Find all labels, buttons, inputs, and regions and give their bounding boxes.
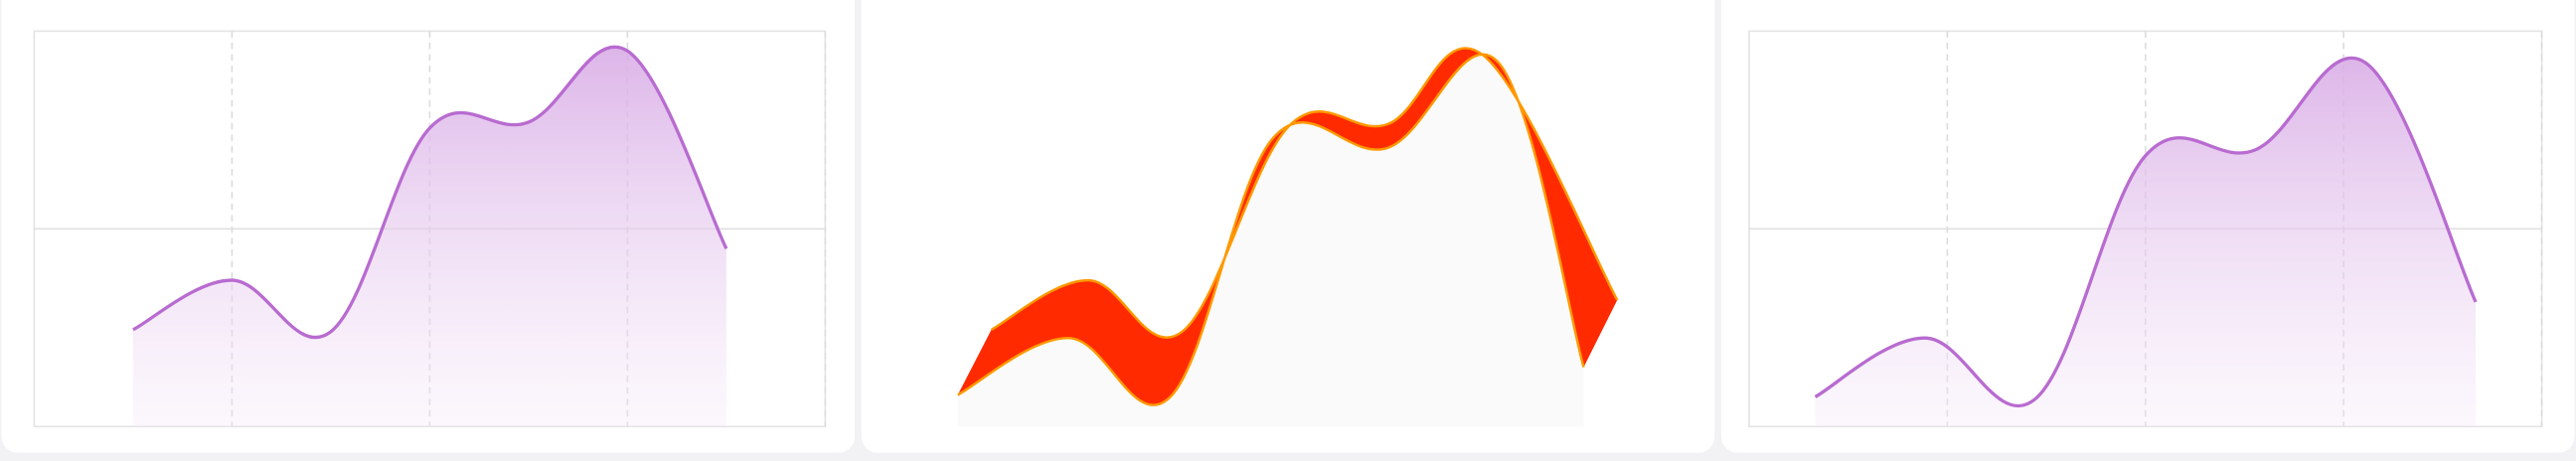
- line: [990, 47, 1619, 339]
- line: [132, 45, 728, 340]
- line: [957, 53, 1585, 406]
- area: [1815, 58, 2477, 427]
- band: [957, 48, 1618, 405]
- line: [1814, 56, 2478, 408]
- under-area: [957, 54, 1584, 427]
- area: [132, 47, 726, 427]
